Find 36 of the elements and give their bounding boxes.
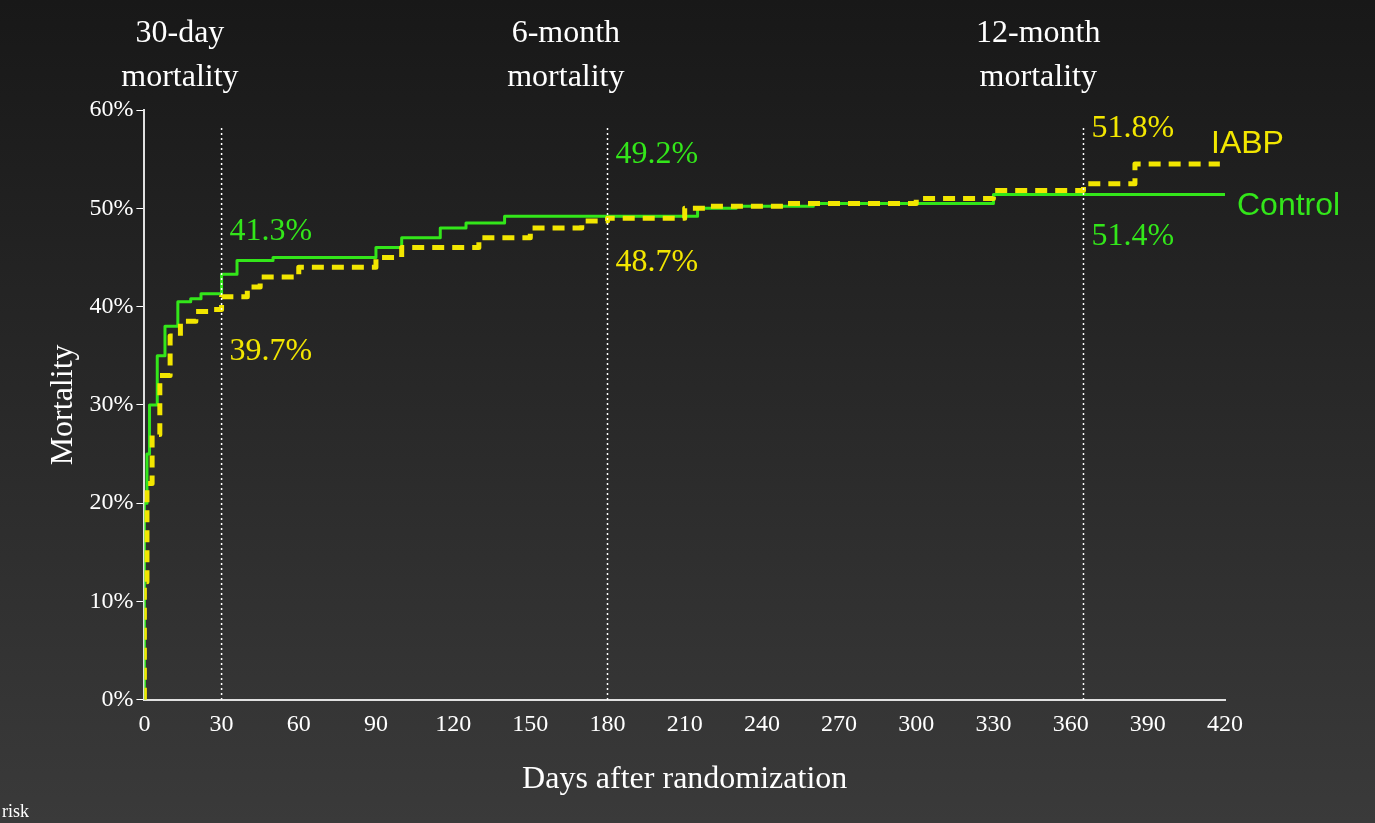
x-tick-label: 390: [1129, 710, 1166, 737]
y-tick-label: 40%: [89, 291, 134, 318]
annotation: 39.7%: [229, 330, 313, 367]
y-tick-label: 50%: [89, 193, 134, 220]
y-axis-title: Mortality: [42, 344, 79, 466]
ref-line-label: 12-month mortality: [976, 13, 1101, 93]
x-tick-label: 180: [589, 710, 626, 737]
annotation: 51.8%: [1091, 108, 1175, 145]
x-tick-label: 0: [138, 710, 151, 737]
x-tick-label: 240: [743, 710, 780, 737]
annotation: 48.7%: [615, 242, 699, 279]
annotation: 49.2%: [615, 133, 699, 170]
x-tick-label: 330: [975, 710, 1012, 737]
y-tick-label: 20%: [89, 488, 134, 515]
x-tick-label: 30: [209, 710, 234, 737]
x-tick-label: 300: [898, 710, 935, 737]
x-tick-label: 60: [286, 710, 311, 737]
x-tick-label: 270: [821, 710, 858, 737]
x-tick-label: 150: [512, 710, 549, 737]
x-axis-title: Days after randomization: [522, 759, 848, 796]
y-tick-label: 30%: [89, 390, 134, 417]
text: risk: [2, 800, 29, 821]
series-label: IABP: [1211, 123, 1284, 160]
ref-line-label: 6-month mortality: [507, 13, 625, 93]
x-tick-label: 90: [363, 710, 388, 737]
y-tick-label: 10%: [89, 586, 134, 613]
y-tick-label: 0%: [101, 685, 134, 712]
ref-line-label: 30-day mortality: [121, 13, 239, 93]
annotation: 41.3%: [229, 211, 313, 248]
annotation: 51.4%: [1091, 215, 1175, 252]
x-tick-label: 420: [1207, 710, 1243, 737]
y-tick-label: 60%: [89, 95, 134, 122]
series-label: Control: [1237, 186, 1341, 223]
x-tick-label: 360: [1052, 710, 1089, 737]
x-tick-label: 120: [435, 710, 472, 737]
x-tick-label: 210: [666, 710, 703, 737]
